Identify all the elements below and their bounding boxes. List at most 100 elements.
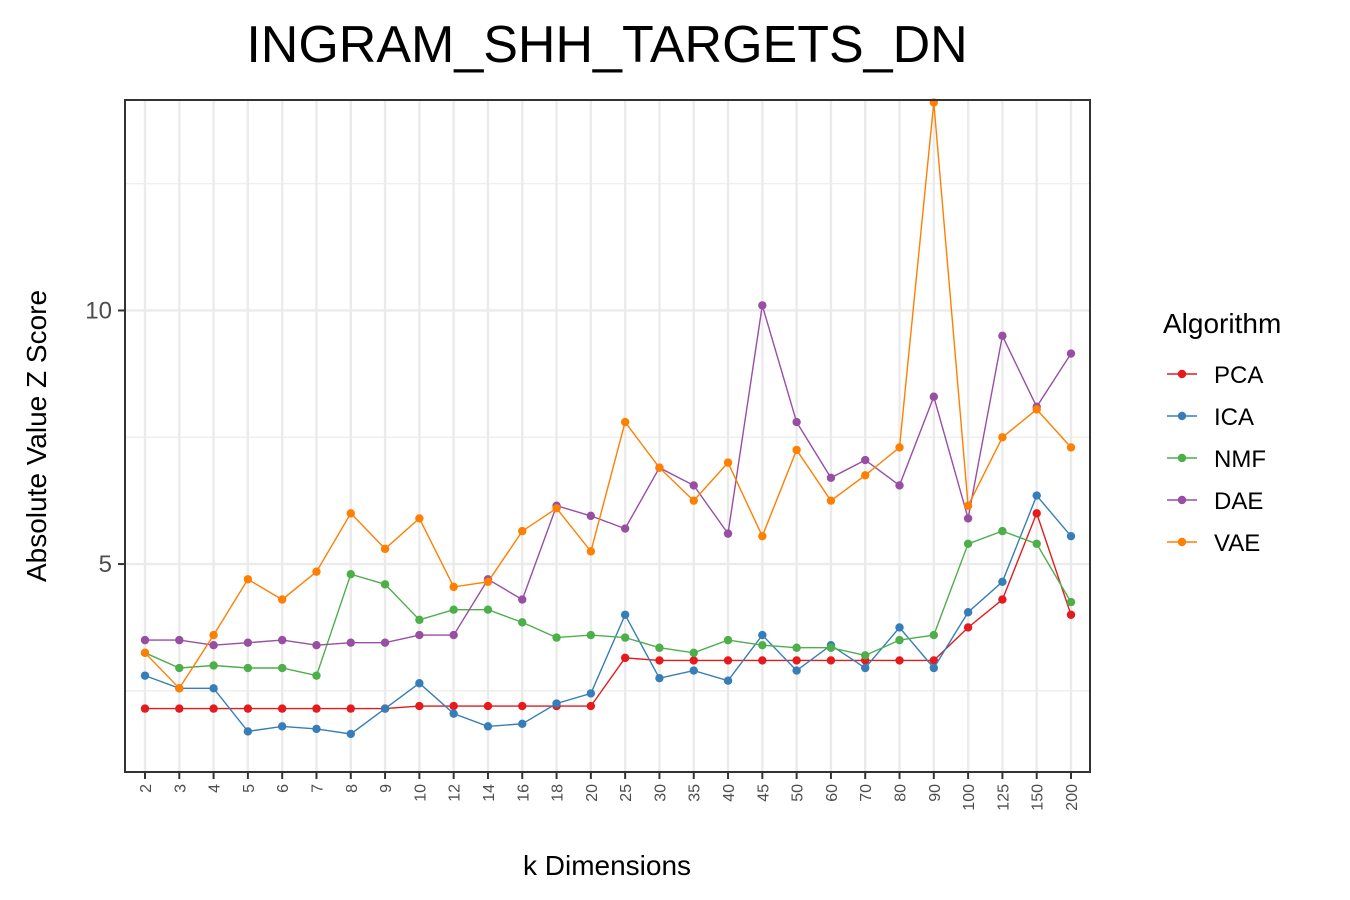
x-tick-label: 18	[550, 784, 567, 802]
x-axis-title: k Dimensions	[523, 850, 691, 881]
x-tick-label: 25	[618, 784, 635, 802]
data-point	[963, 608, 973, 617]
x-tick-label: 150	[1030, 784, 1047, 811]
legend-label: DAE	[1214, 488, 1263, 515]
x-tick-label: 50	[790, 784, 807, 802]
data-point	[723, 676, 733, 685]
data-point	[380, 544, 390, 554]
data-point	[277, 635, 287, 645]
data-point	[689, 666, 698, 675]
data-point	[346, 729, 355, 739]
data-point	[243, 575, 253, 584]
data-point	[586, 511, 596, 521]
data-point	[826, 496, 836, 505]
data-point	[792, 445, 801, 455]
data-point	[209, 630, 218, 640]
data-point	[380, 638, 390, 647]
data-point	[792, 666, 801, 675]
data-point	[483, 722, 493, 731]
legend-item-ica: ICA	[1167, 404, 1254, 431]
data-point	[277, 722, 287, 731]
data-point	[346, 509, 355, 518]
data-point	[963, 501, 973, 510]
data-point	[1066, 597, 1076, 607]
data-point	[998, 595, 1007, 604]
data-point	[552, 504, 561, 513]
data-point	[243, 663, 253, 673]
data-point	[689, 648, 698, 658]
data-point	[998, 526, 1007, 536]
data-point	[415, 630, 424, 640]
data-point	[518, 719, 527, 729]
data-point	[895, 443, 904, 452]
x-tick-label: 100	[961, 784, 978, 811]
data-point	[929, 663, 939, 673]
data-point	[861, 455, 870, 465]
data-point	[998, 331, 1007, 341]
y-tick-label: 5	[99, 551, 112, 578]
data-point	[380, 704, 390, 713]
data-point	[312, 567, 321, 576]
data-point	[655, 656, 664, 665]
data-point	[826, 656, 836, 665]
x-tick-label: 200	[1064, 784, 1081, 811]
x-tick-label: 125	[995, 784, 1012, 811]
data-point	[758, 531, 767, 541]
data-point	[552, 633, 561, 642]
data-point	[723, 529, 733, 538]
x-tick-label: 4	[207, 784, 224, 793]
data-point	[861, 663, 870, 673]
series-line-dae	[145, 305, 1072, 646]
data-point	[312, 671, 321, 680]
data-point	[1032, 405, 1041, 414]
legend-item-pca: PCA	[1167, 362, 1263, 389]
data-point	[998, 433, 1007, 442]
data-point	[518, 526, 527, 536]
x-tick-label: 20	[584, 784, 601, 802]
x-tick-label: 8	[344, 784, 361, 793]
data-point	[758, 630, 767, 640]
data-point	[655, 673, 664, 683]
data-point	[483, 701, 493, 711]
data-point	[518, 701, 527, 711]
data-point	[586, 701, 596, 711]
data-point	[449, 709, 458, 718]
data-point	[346, 570, 355, 579]
data-point	[346, 638, 355, 647]
x-tick-label: 9	[378, 784, 395, 793]
data-point	[1066, 610, 1076, 619]
data-point	[620, 653, 630, 663]
data-point	[209, 684, 218, 693]
legend: Algorithm PCA ICA NMF DAE VAE	[1163, 308, 1281, 557]
data-point	[209, 661, 218, 670]
data-point	[586, 689, 596, 698]
data-point	[209, 704, 218, 713]
data-point	[792, 656, 801, 665]
x-tick-label: 45	[755, 784, 772, 802]
data-point	[586, 547, 596, 556]
legend-item-nmf: NMF	[1167, 446, 1266, 473]
legend-label: VAE	[1214, 530, 1260, 557]
data-point	[140, 635, 150, 645]
data-point	[792, 417, 801, 427]
data-point	[415, 514, 424, 523]
x-tick-label: 7	[309, 784, 326, 793]
data-point	[723, 656, 733, 665]
data-point	[792, 643, 801, 652]
data-point	[758, 641, 767, 650]
data-point	[895, 635, 904, 645]
data-point	[826, 473, 836, 483]
data-point	[1032, 491, 1041, 500]
legend-key-point	[1177, 537, 1187, 547]
data-point	[861, 651, 870, 660]
data-point	[620, 524, 630, 533]
x-tick-label: 80	[893, 784, 910, 802]
data-point	[449, 582, 458, 592]
data-point	[140, 704, 150, 713]
data-point	[1032, 539, 1041, 548]
data-point	[1032, 509, 1041, 518]
data-point	[1066, 443, 1076, 452]
data-point	[758, 656, 767, 665]
x-tick-label: 3	[172, 784, 189, 793]
